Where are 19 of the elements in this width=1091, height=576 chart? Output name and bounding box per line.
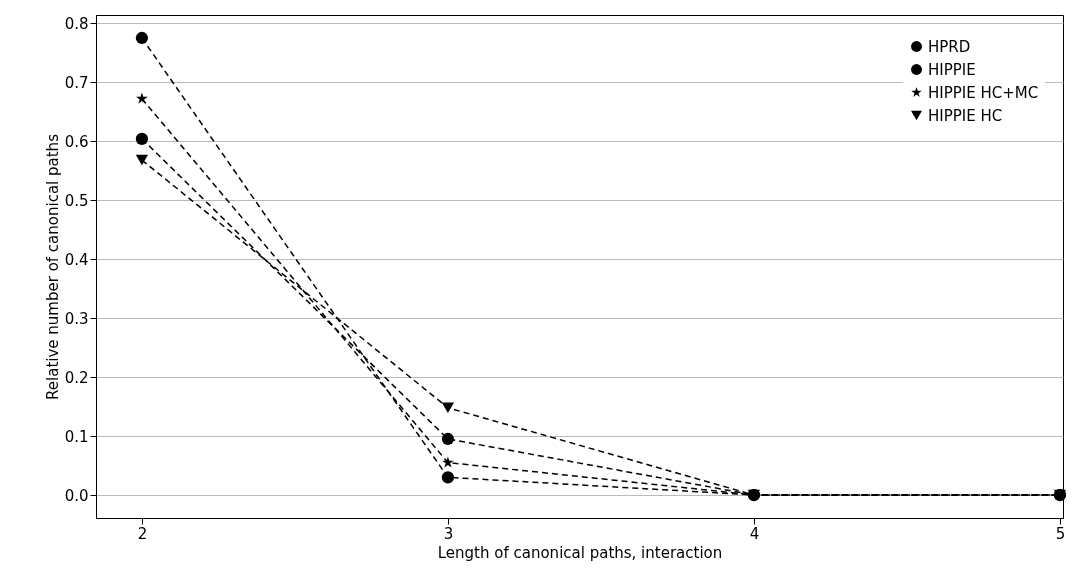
legend-label: HIPPIE HC+MC [928,83,1039,102]
x-tick-label: 3 [443,524,454,543]
y-tick-label: 0.2 [64,368,89,387]
y-tick-label: 0.3 [64,309,89,328]
y-tick-label: 0.8 [64,14,89,33]
y-tick-label: 0.6 [64,132,89,151]
y-tick-label: 0.0 [64,486,89,505]
y-axis-title: Relative number of canonical paths [43,133,62,400]
x-tick-label: 4 [749,524,760,543]
y-tick-label: 0.5 [64,191,89,210]
legend-label: HPRD [928,37,971,56]
y-tick-label: 0.4 [64,250,89,269]
x-tick-label: 5 [1055,524,1066,543]
x-tick-label: 2 [137,524,148,543]
y-tick-label: 0.7 [64,73,89,92]
legend-label: HIPPIE [928,60,976,79]
legend-label: HIPPIE HC [928,106,1003,125]
x-axis-title: Length of canonical paths, interaction [437,543,723,562]
y-tick-label: 0.1 [64,427,89,446]
